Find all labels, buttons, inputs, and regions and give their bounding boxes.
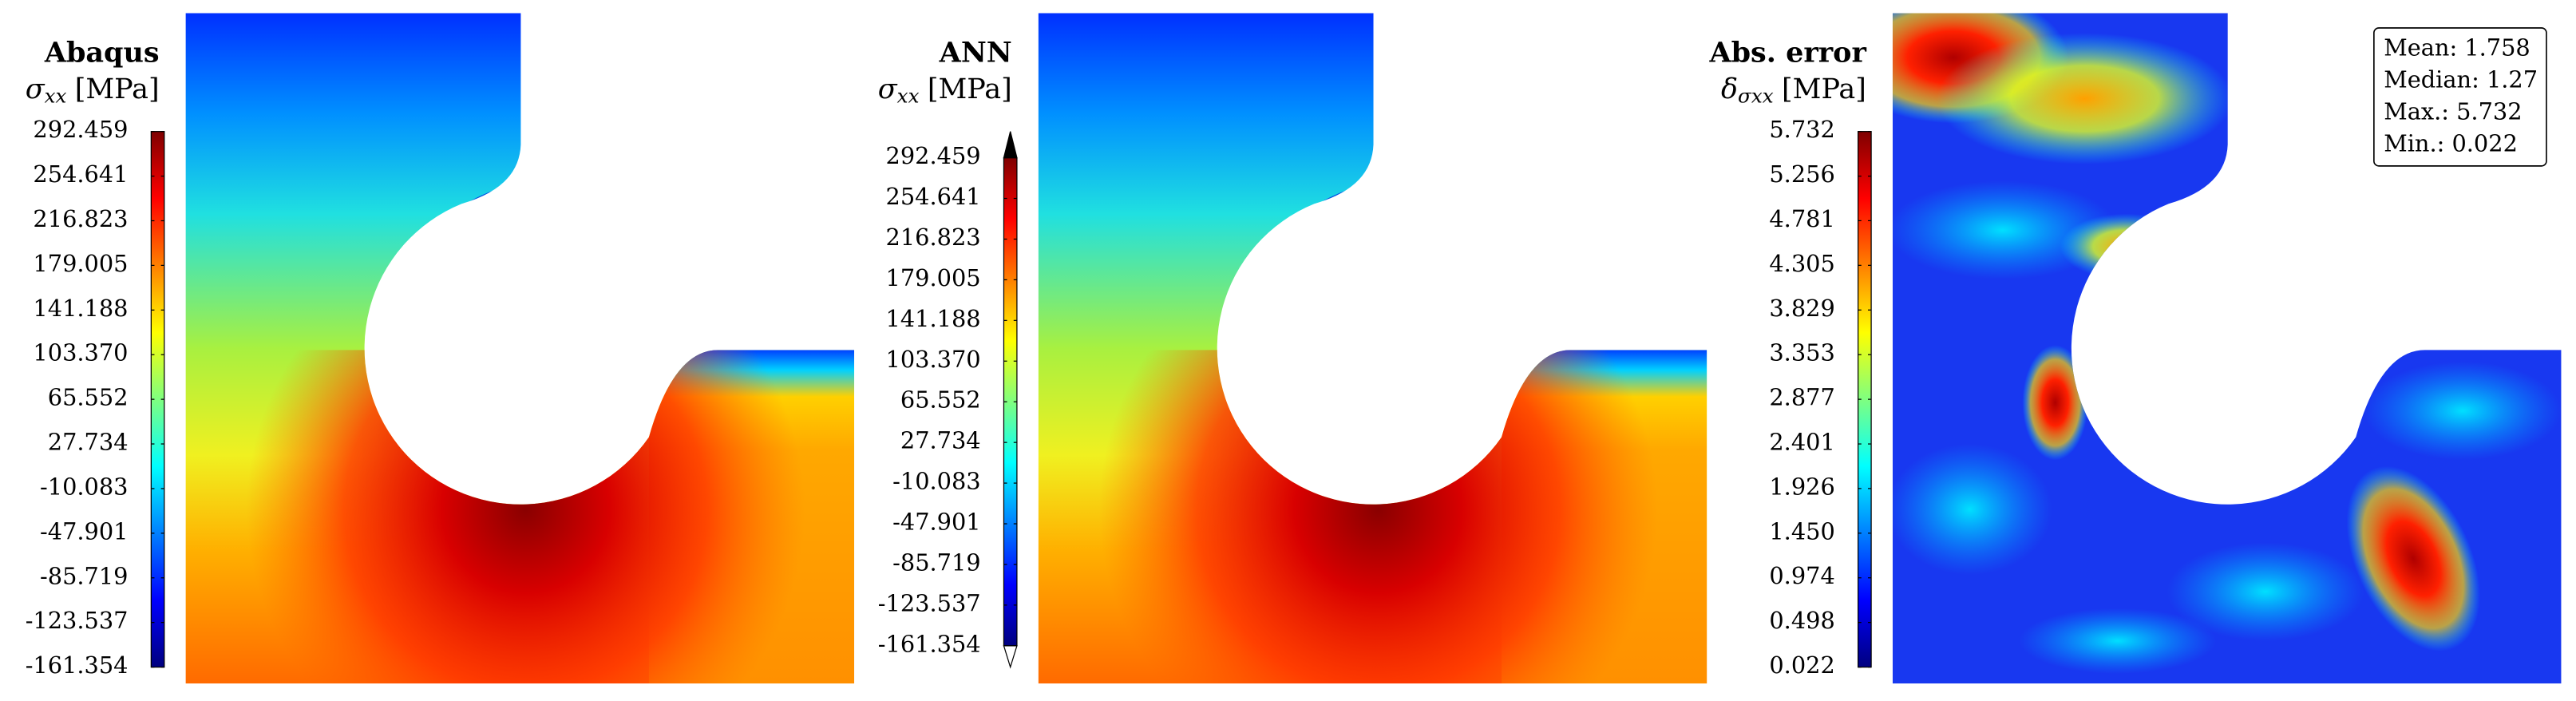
colorbar-tick-label: 0.974 (1769, 562, 1834, 589)
colorbar-tick-label: 65.552 (900, 386, 981, 414)
colorbar-tick-label: -123.537 (26, 607, 129, 634)
colorbar-tick-label: 0.498 (1769, 607, 1834, 634)
colorbar-label: σxx [MPa] (878, 73, 1012, 107)
colorbar-tick-label: 103.370 (886, 346, 981, 373)
colorbar-tick-label: 0.022 (1769, 651, 1834, 679)
colorbar-label: δσxx [MPa] (1721, 73, 1866, 107)
colorbar-tick-label: 179.005 (886, 264, 981, 291)
colorbar-tick-label: 141.188 (886, 305, 981, 332)
colorbar-tick-label: 1.450 (1769, 517, 1834, 545)
colorbar-tick-label: 179.005 (33, 250, 128, 277)
colorbar-tick-label: 254.641 (33, 160, 128, 188)
colorbar-tick-label: 5.732 (1769, 116, 1834, 143)
stats-box (2373, 27, 2547, 167)
colorbar-tick-label: -47.901 (892, 509, 981, 536)
colorbar-tick-label: 292.459 (886, 142, 981, 169)
subscript: xx (45, 84, 67, 107)
colorbar-tick-label: 3.829 (1769, 295, 1834, 322)
stats-line: Min.: 0.022 (2384, 130, 2518, 157)
colorbar-tick-label: 1.926 (1769, 473, 1834, 500)
colorbar-tick-label: -85.719 (40, 562, 129, 589)
unit: [MPa] (1782, 73, 1866, 105)
colorbar-tick-label: 2.401 (1769, 429, 1834, 456)
colorbar-tick-label: 216.823 (33, 205, 128, 232)
colorbar-tick-label: -47.901 (40, 517, 129, 545)
colorbar-tick-label: -10.083 (40, 473, 129, 500)
panel: ANN σxx [MPa] 292.459 254.641 216.823 179.005 1… (878, 13, 1707, 684)
panel-title: ANN (939, 36, 1012, 69)
colorbar-extend-max (1003, 131, 1018, 159)
colorbar-tick-label: 216.823 (886, 224, 981, 251)
stats-line: Mean: 1.758 (2384, 34, 2530, 61)
colorbar-tick-label: -10.083 (892, 468, 981, 495)
colorbar-tick-label: -85.719 (892, 549, 981, 576)
colorbar-label: σxx [MPa] (26, 73, 160, 107)
colorbar-tick-label: 5.256 (1769, 160, 1834, 188)
subscript: σxx (1738, 84, 1774, 107)
panel: Abaqus σxx [MPa] 292.459 254.641 216.823 179.0… (26, 13, 855, 684)
colorbar-tick-label: 27.734 (48, 429, 129, 456)
stats-line: Median: 1.27 (2384, 65, 2538, 93)
colorbar-tick-label: 254.641 (886, 183, 981, 210)
colorbar-tick-label: 2.877 (1769, 384, 1834, 411)
contour-field (1038, 13, 1707, 684)
panel: Abs. error δσxx [MPa] 5.732 5.256 4.781 4.305 3… (1708, 13, 2562, 684)
colorbar-tick-label: 292.459 (33, 116, 128, 143)
unit: [MPa] (928, 73, 1012, 105)
panel-title: Abs. error (1708, 36, 1866, 69)
colorbar-tick-label: 3.353 (1769, 339, 1834, 366)
contour-field (185, 13, 855, 684)
colorbar-tick-label: 27.734 (900, 427, 981, 454)
colorbar-tick-label: 65.552 (48, 384, 129, 411)
unit: [MPa] (75, 73, 160, 105)
panel-title: Abaqus (44, 36, 160, 69)
colorbar-tick-label: -123.537 (878, 589, 981, 616)
subscript: xx (897, 84, 920, 107)
symbol: σ (26, 73, 46, 105)
symbol: δ (1721, 73, 1738, 105)
colorbar-tick-label: 141.188 (33, 295, 128, 322)
symbol: σ (878, 73, 898, 105)
colorbar-tick-label: 103.370 (33, 339, 128, 366)
colorbar-tick-label: -161.354 (878, 630, 981, 657)
colorbar-extend-min (1003, 645, 1018, 669)
colorbar-tick-label: 4.305 (1769, 250, 1834, 277)
colorbar-tick-label: 4.781 (1769, 205, 1834, 232)
stats-line: Max.: 5.732 (2384, 98, 2522, 125)
colorbar-tick-label: -161.354 (26, 651, 129, 679)
